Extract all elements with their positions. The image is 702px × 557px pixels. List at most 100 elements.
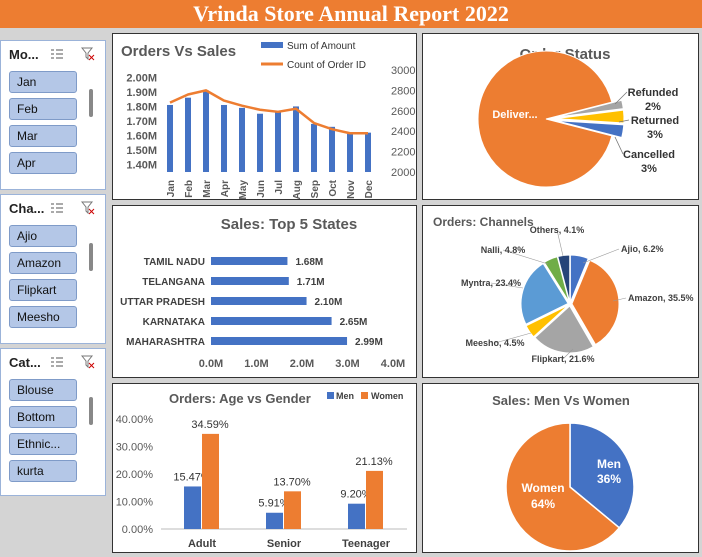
clear-filter-icon[interactable]: [80, 201, 95, 218]
y-tick: UTTAR PRADESH: [120, 297, 205, 308]
y-left-tick: 1.90M: [126, 87, 157, 99]
bar-amount: [275, 112, 281, 172]
y-left-tick: 1.70M: [126, 116, 157, 128]
pie-value-label: 64%: [531, 497, 555, 511]
clear-filter-icon[interactable]: [80, 47, 95, 64]
x-tick: Jul: [274, 180, 285, 195]
bar: [202, 433, 219, 529]
slicer-item[interactable]: Flipkart: [9, 279, 77, 301]
slicer-item[interactable]: Bottom: [9, 406, 77, 428]
slicer-item[interactable]: Ethnic...: [9, 433, 77, 455]
chart-title: Sales: Top 5 States: [221, 216, 357, 233]
slicer-item[interactable]: Mar: [9, 125, 77, 147]
slicer-scrollbar[interactable]: [89, 89, 93, 117]
bar-value-label: 9.20%: [340, 489, 371, 501]
y-tick: TAMIL NADU: [144, 257, 205, 268]
leader-line: [562, 348, 574, 360]
bar-amount: [167, 104, 173, 172]
y-left-tick: 1.80M: [126, 101, 157, 113]
bar-amount: [365, 132, 371, 172]
pie-slice: [557, 254, 571, 303]
y-tick: 30.00%: [116, 442, 154, 454]
age-gender-panel: Orders: Age vs Gender Men Women 40.00% 30.00…: [112, 383, 417, 553]
category-slicer[interactable]: Cat... Blouse Bottom Ethnic... kurta: [0, 348, 106, 496]
bar-amount: [311, 123, 317, 172]
bar-amount: [257, 113, 263, 172]
x-tick: Sep: [310, 180, 321, 198]
x-tick: 0.0M: [199, 358, 223, 370]
slicer-item[interactable]: Apr: [9, 152, 77, 174]
leader-line: [618, 119, 630, 123]
pie-label: Meesho, 4.5%: [465, 338, 524, 348]
multi-select-icon[interactable]: [50, 47, 64, 64]
pie-value-label: 2%: [645, 101, 661, 113]
bar-value-label: 13.70%: [273, 476, 311, 488]
pie-label: Women: [521, 481, 564, 495]
slicer-scrollbar[interactable]: [89, 397, 93, 425]
pie-label: Deliver...: [492, 109, 537, 121]
slicer-item[interactable]: Meesho: [9, 306, 77, 328]
y-right-tick: 2800: [391, 85, 415, 97]
x-tick: 4.0M: [381, 358, 405, 370]
bar: [266, 512, 283, 529]
pie-slice: [555, 99, 624, 118]
slicer-scrollbar[interactable]: [89, 243, 93, 271]
leader-line: [502, 249, 549, 265]
pie-label: Amazon, 35.5%: [628, 293, 694, 303]
orders-vs-sales-panel: Orders Vs Sales Sum of Amount Count of Ord…: [112, 33, 417, 200]
y-right-tick: 2000: [391, 167, 415, 179]
slicer-item[interactable]: kurta: [9, 460, 77, 482]
bar: [366, 470, 383, 529]
x-tick: Mar: [202, 180, 213, 198]
leader-line: [556, 229, 564, 257]
slicer-item[interactable]: Amazon: [9, 252, 77, 274]
x-tick: Adult: [188, 538, 216, 550]
x-tick: 1.0M: [244, 358, 268, 370]
pie-label: Refunded: [628, 87, 679, 99]
bar-amount: [221, 104, 227, 172]
bar-value-label: 21.13%: [355, 456, 393, 468]
pie-slice: [555, 109, 625, 124]
pie-value-label: 3%: [647, 129, 663, 141]
bar-value-label: 1.71M: [297, 277, 325, 288]
multi-select-icon[interactable]: [50, 201, 64, 218]
bar-amount: [203, 90, 209, 172]
y-tick: 10.00%: [116, 497, 154, 509]
slicer-title: Cat...: [9, 354, 41, 370]
y-left-tick: 2.00M: [126, 72, 157, 84]
pie-slice: [569, 422, 635, 529]
slicer-item[interactable]: Feb: [9, 98, 77, 120]
slicer-header: Cat...: [1, 349, 105, 375]
slicer-header: Cha...: [1, 195, 105, 221]
clear-filter-icon[interactable]: [80, 355, 95, 372]
y-right-tick: 3000: [391, 65, 415, 77]
multi-select-icon[interactable]: [50, 355, 64, 372]
legend-swatch-men: [327, 392, 334, 399]
slicer-header: Mo...: [1, 41, 105, 67]
y-left-tick: 1.60M: [126, 131, 157, 143]
pie-label: Myntra, 23.4%: [461, 278, 521, 288]
bar-amount: [329, 126, 335, 172]
y-tick: 0.00%: [122, 524, 153, 536]
age-gender-chart: Orders: Age vs Gender Men Women 40.00% 30.00…: [116, 391, 407, 550]
x-tick: Nov: [346, 180, 357, 199]
slicer-item[interactable]: Jan: [9, 71, 77, 93]
x-tick: Apr: [220, 180, 231, 197]
y-right-tick: 2400: [391, 126, 415, 138]
bar-state: [211, 337, 348, 345]
x-tick: 2.0M: [290, 358, 314, 370]
slicer-item[interactable]: Ajio: [9, 225, 77, 247]
bar-value-label: 2.99M: [355, 337, 383, 348]
slicer-title: Cha...: [9, 200, 45, 216]
legend-label: Men: [336, 391, 354, 401]
y-tick: KARNATAKA: [143, 317, 205, 328]
order-status-chart: Order StatusDeliver...Refunded2%Returned…: [477, 46, 679, 188]
channel-slicer[interactable]: Cha... Ajio Amazon Flipkart Meesho: [0, 194, 106, 344]
slicer-item[interactable]: Blouse: [9, 379, 77, 401]
bar-state: [211, 257, 288, 265]
bar-state: [211, 297, 307, 305]
month-slicer[interactable]: Mo... Jan Feb Mar Apr: [0, 40, 106, 190]
bar-value-label: 34.59%: [191, 419, 229, 431]
bar-value-label: 5.91%: [258, 498, 289, 510]
leader-line: [490, 282, 524, 289]
